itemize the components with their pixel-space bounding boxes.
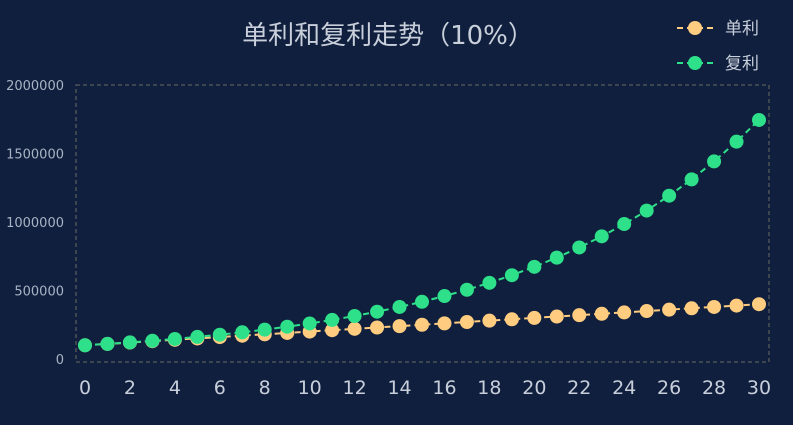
data-point[interactable] — [122, 335, 137, 350]
data-point[interactable] — [437, 316, 452, 331]
data-point[interactable] — [617, 305, 632, 320]
data-point[interactable] — [370, 320, 385, 335]
data-point[interactable] — [617, 217, 632, 232]
x-tick-label: 2 — [124, 377, 136, 399]
legend-label: 复利 — [725, 54, 759, 74]
plot-area-frame — [75, 84, 770, 363]
data-point[interactable] — [504, 268, 519, 283]
x-tick-label: 12 — [343, 377, 367, 399]
data-point[interactable] — [280, 319, 295, 334]
data-point[interactable] — [594, 306, 609, 321]
data-point[interactable] — [707, 299, 722, 314]
data-point[interactable] — [684, 172, 699, 187]
data-point[interactable] — [370, 304, 385, 319]
data-point[interactable] — [78, 338, 92, 353]
data-point[interactable] — [752, 297, 766, 312]
data-point[interactable] — [347, 309, 362, 324]
data-point[interactable] — [527, 310, 542, 325]
y-tick-label: 1000000 — [6, 216, 64, 231]
y-axis: 0 500000 1000000 1500000 2000000 — [6, 79, 64, 368]
x-tick-label: 18 — [477, 377, 501, 399]
data-point[interactable] — [100, 336, 115, 351]
y-tick-label: 2000000 — [6, 79, 64, 94]
data-point[interactable] — [347, 321, 362, 336]
data-point[interactable] — [729, 134, 744, 149]
data-point[interactable] — [392, 319, 407, 334]
data-point[interactable] — [729, 298, 744, 313]
data-point[interactable] — [212, 327, 227, 342]
data-point[interactable] — [752, 112, 766, 127]
data-point[interactable] — [482, 275, 497, 290]
data-point[interactable] — [415, 294, 429, 309]
data-point[interactable] — [662, 188, 677, 203]
x-tick-label: 4 — [169, 377, 181, 399]
data-point[interactable] — [662, 302, 677, 317]
legend-label: 单利 — [725, 19, 759, 39]
data-point[interactable] — [549, 250, 564, 265]
chart-title: 单利和复利走势（10%） — [242, 21, 534, 51]
data-point[interactable] — [437, 289, 452, 304]
data-point[interactable] — [639, 304, 654, 319]
data-point[interactable] — [325, 312, 340, 327]
x-tick-label: 10 — [298, 377, 322, 399]
data-point[interactable] — [684, 301, 699, 316]
data-point[interactable] — [415, 317, 429, 332]
data-point[interactable] — [504, 312, 519, 327]
data-point[interactable] — [145, 333, 160, 348]
data-point[interactable] — [549, 309, 564, 324]
data-point[interactable] — [459, 315, 474, 330]
legend-marker — [688, 56, 702, 70]
legend-item[interactable]: 复利 — [677, 54, 759, 74]
data-point[interactable] — [527, 259, 542, 274]
x-tick-label: 14 — [387, 377, 411, 399]
y-tick-label: 0 — [56, 353, 64, 368]
x-tick-label: 0 — [79, 377, 91, 399]
legend-item[interactable]: 单利 — [677, 19, 759, 39]
series-compound-interest — [78, 112, 766, 353]
data-point[interactable] — [235, 325, 250, 340]
data-point[interactable] — [459, 282, 474, 297]
x-tick-label: 26 — [657, 377, 681, 399]
x-tick-label: 8 — [259, 377, 271, 399]
x-tick-label: 16 — [432, 377, 456, 399]
data-point[interactable] — [167, 331, 182, 346]
data-point[interactable] — [572, 240, 587, 255]
x-tick-label: 22 — [567, 377, 591, 399]
data-point[interactable] — [707, 154, 722, 169]
y-tick-label: 1500000 — [6, 148, 64, 163]
data-point[interactable] — [572, 308, 587, 323]
x-tick-label: 20 — [522, 377, 546, 399]
legend-marker — [688, 21, 702, 35]
x-tick-label: 28 — [702, 377, 726, 399]
data-point[interactable] — [190, 329, 205, 344]
x-tick-label: 24 — [612, 377, 636, 399]
data-point[interactable] — [482, 313, 497, 328]
series-layer — [78, 112, 766, 353]
data-point[interactable] — [257, 322, 272, 337]
x-axis: 0 2 4 6 8 10 12 14 16 18 20 22 24 26 28 30 — [79, 377, 771, 399]
data-point[interactable] — [302, 316, 317, 331]
x-tick-label: 30 — [747, 377, 771, 399]
data-point[interactable] — [392, 299, 407, 314]
data-point[interactable] — [594, 229, 609, 244]
x-tick-label: 6 — [214, 377, 226, 399]
data-point[interactable] — [325, 323, 340, 338]
data-point[interactable] — [639, 203, 654, 218]
y-tick-label: 500000 — [14, 285, 64, 300]
